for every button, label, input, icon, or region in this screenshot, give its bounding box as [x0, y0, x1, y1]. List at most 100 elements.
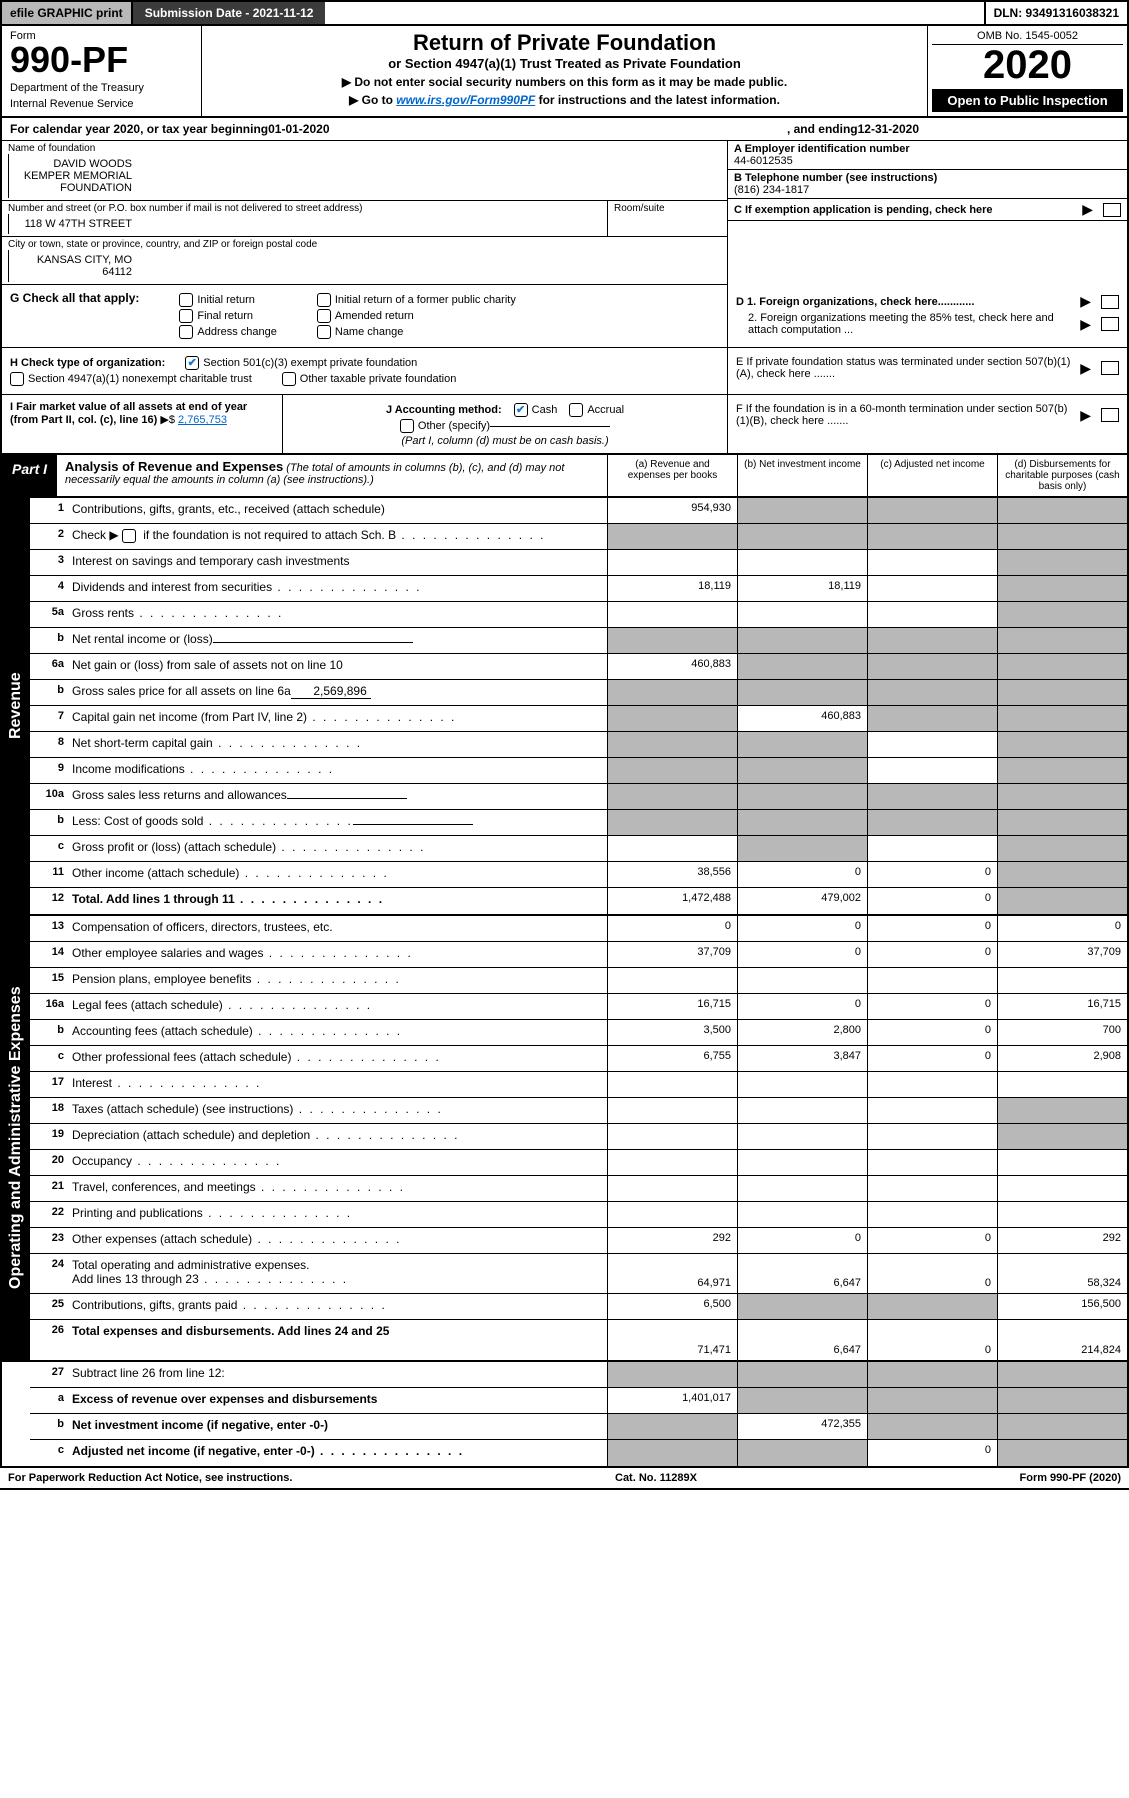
cb-accrual[interactable] — [569, 403, 583, 417]
e-checkbox[interactable] — [1101, 361, 1119, 375]
j-cell: J Accounting method: Cash Accrual Other … — [282, 395, 727, 453]
line-num: c — [30, 836, 66, 861]
line-desc: Less: Cost of goods sold — [66, 810, 607, 835]
f-checkbox[interactable] — [1101, 408, 1119, 422]
table-row: cOther professional fees (attach schedul… — [30, 1046, 1127, 1072]
cb-initial-return[interactable] — [179, 293, 193, 307]
val-c: 0 — [867, 1440, 997, 1466]
val-d — [997, 888, 1127, 914]
line-desc: Capital gain net income (from Part IV, l… — [66, 706, 607, 731]
cb-address-change[interactable] — [179, 325, 193, 339]
val-d — [997, 524, 1127, 549]
c-checkbox[interactable] — [1103, 203, 1121, 217]
cb-cash[interactable] — [514, 403, 528, 417]
check-pre: Check ▶ — [72, 528, 122, 542]
val-d — [997, 1362, 1127, 1387]
table-row: bGross sales price for all assets on lin… — [30, 680, 1127, 706]
val-b: 472,355 — [737, 1414, 867, 1439]
line-desc: Check ▶ if the foundation is not require… — [66, 524, 607, 549]
val-c: 0 — [867, 1254, 997, 1293]
val-d — [997, 1414, 1127, 1439]
val-d — [997, 1098, 1127, 1123]
line-desc: Legal fees (attach schedule) — [66, 994, 607, 1019]
val-a — [607, 836, 737, 861]
form-instructions-link[interactable]: www.irs.gov/Form990PF — [396, 93, 535, 107]
other-specify-blank[interactable] — [490, 426, 610, 427]
info-name-row: Name of foundation DAVID WOODS KEMPER ME… — [0, 141, 1129, 285]
line-desc: Compensation of officers, directors, tru… — [66, 916, 607, 941]
val-a: 18,119 — [607, 576, 737, 601]
line-num: c — [30, 1046, 66, 1071]
street-address: 118 W 47TH STREET — [8, 214, 138, 234]
cb-name-change[interactable] — [317, 325, 331, 339]
line-num: c — [30, 1440, 66, 1466]
val-d — [997, 784, 1127, 809]
cb-no-schb[interactable] — [122, 529, 136, 543]
city-state-zip: KANSAS CITY, MO 64112 — [8, 250, 138, 282]
val-d — [997, 1072, 1127, 1097]
val-c — [867, 1362, 997, 1387]
efile-print-button[interactable]: efile GRAPHIC print — [2, 2, 133, 24]
fmv-link[interactable]: 2,765,753 — [178, 414, 227, 426]
val-b — [737, 836, 867, 861]
table-row: 21Travel, conferences, and meetings — [30, 1176, 1127, 1202]
val-b: 0 — [737, 994, 867, 1019]
cb-initial-former[interactable] — [317, 293, 331, 307]
val-b — [737, 524, 867, 549]
cb-other-method[interactable] — [400, 419, 414, 433]
val-c — [867, 628, 997, 653]
table-row: 15Pension plans, employee benefits — [30, 968, 1127, 994]
val-a — [607, 1150, 737, 1175]
table-row: 19Depreciation (attach schedule) and dep… — [30, 1124, 1127, 1150]
d2-label: 2. Foreign organizations meeting the 85%… — [736, 312, 1076, 336]
cb-amended[interactable] — [317, 309, 331, 323]
val-d: 2,908 — [997, 1046, 1127, 1071]
table-row: bNet investment income (if negative, ent… — [30, 1414, 1127, 1440]
cb-final-return[interactable] — [179, 309, 193, 323]
table-row: 3Interest on savings and temporary cash … — [30, 550, 1127, 576]
val-c — [867, 1202, 997, 1227]
gross-sales-price: 2,569,896 — [291, 684, 371, 699]
line-num: 15 — [30, 968, 66, 993]
val-b: 3,847 — [737, 1046, 867, 1071]
line-num: 4 — [30, 576, 66, 601]
val-a — [607, 1202, 737, 1227]
d1-label: D 1. Foreign organizations, check here..… — [736, 296, 1076, 308]
cb-501c3[interactable] — [185, 356, 199, 370]
part1-desc: Analysis of Revenue and Expenses (The to… — [57, 455, 607, 496]
calyear-begin: 01-01-2020 — [268, 122, 329, 136]
val-a: 3,500 — [607, 1020, 737, 1045]
val-d: 700 — [997, 1020, 1127, 1045]
table-row: 12Total. Add lines 1 through 111,472,488… — [30, 888, 1127, 914]
part1-label: Part I — [2, 455, 57, 496]
cb-4947a1[interactable] — [10, 372, 24, 386]
val-a: 954,930 — [607, 498, 737, 523]
d1-checkbox[interactable] — [1101, 295, 1119, 309]
val-d: 156,500 — [997, 1294, 1127, 1319]
col-c-header: (c) Adjusted net income — [867, 455, 997, 496]
val-a — [607, 1176, 737, 1201]
line-num: 24 — [30, 1254, 66, 1293]
val-c — [867, 1098, 997, 1123]
table-row: 23Other expenses (attach schedule)292002… — [30, 1228, 1127, 1254]
cb-other-taxable[interactable] — [282, 372, 296, 386]
val-c — [867, 602, 997, 627]
line-desc: Other professional fees (attach schedule… — [66, 1046, 607, 1071]
val-c — [867, 1388, 997, 1413]
d2-checkbox[interactable] — [1101, 317, 1119, 331]
val-b — [737, 1150, 867, 1175]
addr-label: Number and street (or P.O. box number if… — [8, 203, 601, 214]
val-b — [737, 1362, 867, 1387]
submission-date: Submission Date - 2021-11-12 — [133, 2, 326, 24]
val-c: 0 — [867, 942, 997, 967]
j-note: (Part I, column (d) must be on cash basi… — [291, 435, 719, 447]
val-c — [867, 576, 997, 601]
val-d: 214,824 — [997, 1320, 1127, 1360]
val-a — [607, 602, 737, 627]
val-b — [737, 1202, 867, 1227]
line-desc: Depreciation (attach schedule) and deple… — [66, 1124, 607, 1149]
line-num: 6a — [30, 654, 66, 679]
val-d — [997, 576, 1127, 601]
table-row: aExcess of revenue over expenses and dis… — [30, 1388, 1127, 1414]
i-cell: I Fair market value of all assets at end… — [2, 395, 282, 453]
